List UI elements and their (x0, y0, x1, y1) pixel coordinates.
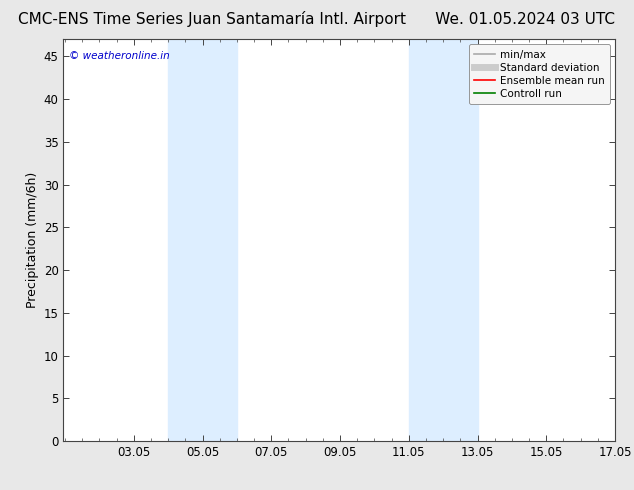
Legend: min/max, Standard deviation, Ensemble mean run, Controll run: min/max, Standard deviation, Ensemble me… (469, 45, 610, 104)
Text: CMC-ENS Time Series Juan Santamaría Intl. Airport      We. 01.05.2024 03 UTC: CMC-ENS Time Series Juan Santamaría Intl… (18, 11, 616, 27)
Y-axis label: Precipitation (mm/6h): Precipitation (mm/6h) (27, 172, 39, 308)
Bar (409, 39, 477, 441)
Bar (168, 39, 237, 441)
Text: © weatheronline.in: © weatheronline.in (69, 51, 170, 61)
